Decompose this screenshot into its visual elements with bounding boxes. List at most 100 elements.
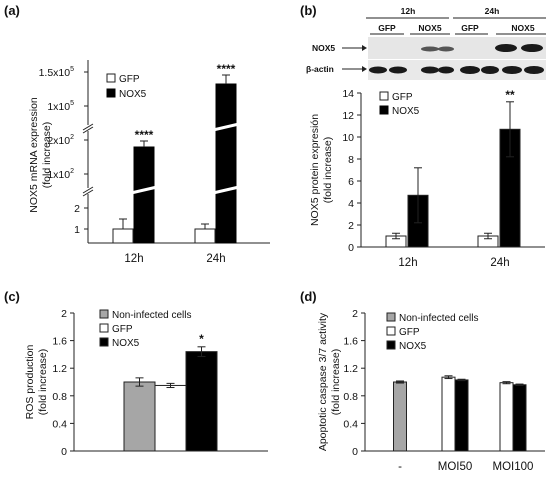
panel-a-break-mark bbox=[82, 126, 94, 134]
blot-row-label-nox5: NOX5 bbox=[312, 43, 335, 53]
legend-swatch bbox=[99, 323, 109, 333]
panel-b-ylabel-line2: (fold increase) bbox=[322, 137, 334, 204]
panel-b-bars: ** bbox=[385, 88, 521, 248]
panel-b-legend-swatch-gfp bbox=[379, 91, 389, 101]
legend-label: GFP bbox=[112, 324, 133, 335]
blot-lane-gfp-12h: GFP bbox=[378, 23, 396, 33]
panel-c-bars: * bbox=[123, 332, 218, 452]
ytick-label: 0.4 bbox=[52, 418, 67, 430]
panel-d-ylabel-line2: (fold increase) bbox=[330, 349, 342, 416]
panel-b-legend-label-nox5: NOX5 bbox=[392, 106, 420, 117]
ytick-label: 4 bbox=[348, 198, 354, 210]
panel-c-bar bbox=[154, 384, 187, 452]
legend-label: NOX5 bbox=[399, 341, 427, 352]
ytick-label: 0 bbox=[348, 242, 354, 254]
ytick-label: 14 bbox=[342, 88, 354, 100]
ytick-label: 12 bbox=[342, 110, 354, 122]
ytick-label: 1.2 bbox=[343, 363, 358, 375]
panel-c: ROS production (fold increase) 0 0.4 0.8 1.… bbox=[24, 308, 268, 458]
legend-label: NOX5 bbox=[112, 338, 140, 349]
panel-c-bar bbox=[185, 351, 218, 452]
panel-a-bar-nox5-24h bbox=[215, 83, 237, 244]
blot-arrow-head bbox=[362, 66, 367, 72]
panel-c-legend: Non-infected cells GFP NOX5 bbox=[99, 309, 191, 349]
panel-a-significance-24h: **** bbox=[217, 62, 236, 76]
blot-time-12h: 12h bbox=[401, 6, 416, 16]
panel-d-bars: - MOI50 MOI100 bbox=[393, 375, 534, 473]
legend-label: Non-infected cells bbox=[112, 310, 191, 321]
panel-b: 12h 24h GFP NOX5 GFP NOX5 NOX5 β-actin bbox=[306, 6, 546, 269]
panel-a-significance-12h: **** bbox=[135, 128, 154, 142]
ytick-label: 2 bbox=[61, 308, 67, 320]
panel-a-bar-gfp-24h bbox=[194, 228, 216, 244]
ytick-label: 0.8 bbox=[343, 391, 358, 403]
panel-label-a: (a) bbox=[4, 3, 20, 18]
blot-lane-nox5-12h: NOX5 bbox=[418, 23, 441, 33]
panel-a-ytick-label: 2 bbox=[74, 203, 80, 215]
panel-a-ytick-label: 1x102 bbox=[47, 168, 74, 181]
panel-c-ylabel-line2: (fold increase) bbox=[37, 349, 49, 416]
panel-a-ylabel-line2: (fold increase) bbox=[41, 122, 53, 189]
panel-label-d: (d) bbox=[300, 289, 317, 304]
panel-b-xtick-label: 12h bbox=[398, 257, 417, 269]
western-blot: 12h 24h GFP NOX5 GFP NOX5 NOX5 β-actin bbox=[306, 6, 546, 80]
ytick-label: 1.6 bbox=[343, 336, 358, 348]
ytick-label: 6 bbox=[348, 176, 354, 188]
panel-a-ylabel-line1: NOX5 mRNA expression bbox=[28, 97, 40, 213]
ytick-label: 10 bbox=[342, 132, 354, 144]
panel-a-xtick-label: 24h bbox=[206, 253, 225, 265]
significance-label: * bbox=[199, 332, 204, 346]
panel-b-xtick-label: 24h bbox=[490, 257, 509, 269]
panel-d-bar bbox=[393, 381, 407, 452]
ytick-label: 1.6 bbox=[52, 336, 67, 348]
panel-d-bar bbox=[441, 376, 456, 452]
panel-a-error-bars bbox=[119, 74, 230, 229]
panel-a-break-mark bbox=[82, 123, 94, 131]
panel-a-bar-nox5-12h bbox=[133, 146, 155, 244]
panel-a-ytick-label: 1.5x105 bbox=[39, 66, 75, 79]
legend-swatch bbox=[99, 337, 109, 347]
legend-label: GFP bbox=[399, 327, 420, 338]
panel-b-legend-label-gfp: GFP bbox=[392, 92, 413, 103]
blot-lane-gfp-24h: GFP bbox=[461, 23, 479, 33]
panel-d-bar bbox=[499, 382, 514, 452]
legend-label: Non-infected cells bbox=[399, 313, 478, 324]
panel-a-xtick-label: 12h bbox=[124, 253, 143, 265]
panel-label-c: (c) bbox=[4, 289, 20, 304]
ytick-label: 0.8 bbox=[52, 391, 67, 403]
panel-d-xtick-label: MOI100 bbox=[493, 461, 534, 473]
legend-swatch bbox=[386, 326, 396, 336]
ytick-label: 2 bbox=[352, 308, 358, 320]
panel-a-bar-gfp-12h bbox=[112, 228, 134, 244]
blot-lane-nox5-24h: NOX5 bbox=[511, 23, 534, 33]
panel-d-legend: Non-infected cells GFP NOX5 bbox=[386, 312, 478, 352]
panel-a-bar-break bbox=[212, 185, 240, 195]
panel-b-legend-swatch-nox5 bbox=[379, 105, 389, 115]
panel-c-ylabel-line1: ROS production bbox=[24, 344, 36, 419]
panel-c-bar bbox=[123, 381, 156, 452]
blot-row-label-actin: β-actin bbox=[306, 64, 334, 74]
panel-a-ytick-label: 1x105 bbox=[47, 100, 74, 113]
panel-d: Apoptotic caspase 3/7 activity (fold inc… bbox=[317, 308, 545, 473]
panel-d-xtick-label: - bbox=[398, 461, 402, 473]
panel-a-legend-swatch-nox5 bbox=[106, 88, 116, 98]
blot-arrow-head bbox=[362, 45, 367, 51]
ytick-label: 0 bbox=[352, 446, 358, 458]
panel-a-legend-label-gfp: GFP bbox=[119, 74, 140, 85]
significance-label: ** bbox=[505, 88, 515, 102]
panel-b-ylabel-line1: NOX5 protein expresión bbox=[309, 114, 321, 226]
panel-d-yticks: 0 0.4 0.8 1.2 1.6 2 bbox=[343, 308, 365, 458]
panel-a-bar-break bbox=[130, 185, 158, 195]
blot-membrane-nox5 bbox=[368, 37, 546, 59]
legend-swatch bbox=[386, 312, 396, 322]
ytick-label: 0.4 bbox=[343, 418, 358, 430]
panel-d-bar bbox=[454, 379, 469, 452]
ytick-label: 0 bbox=[61, 446, 67, 458]
blot-time-24h: 24h bbox=[485, 6, 500, 16]
legend-swatch bbox=[99, 309, 109, 319]
panel-c-yticks: 0 0.4 0.8 1.2 1.6 2 bbox=[52, 308, 74, 458]
panel-d-bar bbox=[512, 384, 527, 452]
panel-a-break-mark bbox=[82, 189, 94, 197]
blot-bands bbox=[369, 44, 544, 74]
